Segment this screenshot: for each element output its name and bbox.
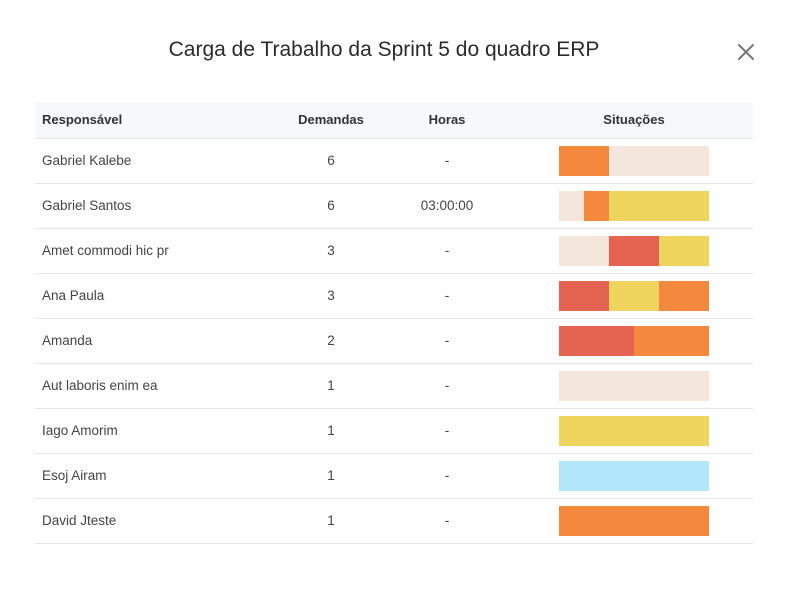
situacoes-cell (515, 273, 753, 319)
situacoes-cell (515, 408, 753, 454)
header-responsavel[interactable]: Responsável (35, 102, 283, 139)
demandas-cell: 1 (283, 498, 379, 544)
demandas-cell: 1 (283, 363, 379, 409)
horas-cell: - (379, 318, 515, 364)
status-segment-red (608, 235, 660, 266)
horas-cell: - (379, 498, 515, 544)
table-header-row: Responsável Demandas Horas Situações (35, 102, 753, 139)
status-segment-orange (659, 280, 709, 311)
responsavel-cell: Amet commodi hic pr (35, 228, 283, 274)
horas-cell: - (379, 273, 515, 319)
responsavel-cell: Ana Paula (35, 273, 283, 319)
status-bar[interactable] (559, 505, 709, 536)
close-icon (738, 44, 754, 60)
situacoes-cell (515, 183, 753, 229)
table-row[interactable]: Gabriel Kalebe 6- (35, 138, 753, 184)
status-bar[interactable] (559, 190, 709, 221)
workload-table: Responsável Demandas Horas Situações Gab… (35, 102, 753, 544)
status-segment-beige (559, 190, 585, 221)
status-segment-red (559, 280, 609, 311)
horas-cell: - (379, 228, 515, 274)
header-demandas[interactable]: Demandas (283, 102, 379, 139)
status-bar[interactable] (559, 460, 709, 491)
close-button[interactable] (734, 40, 758, 64)
demandas-cell: 2 (283, 318, 379, 364)
status-segment-blue (559, 460, 709, 491)
status-segment-yellow (659, 235, 709, 266)
table-row[interactable]: David Jteste 1- (35, 498, 753, 544)
table-row[interactable]: Amanda 2- (35, 318, 753, 364)
responsavel-cell: Iago Amorim (35, 408, 283, 454)
status-segment-orange (584, 190, 610, 221)
demandas-cell: 6 (283, 183, 379, 229)
responsavel-cell: Gabriel Kalebe (35, 138, 283, 184)
demandas-cell: 1 (283, 453, 379, 499)
situacoes-cell (515, 453, 753, 499)
status-segment-yellow (608, 280, 660, 311)
status-segment-orange (559, 505, 709, 536)
responsavel-cell: Amanda (35, 318, 283, 364)
status-segment-yellow (609, 190, 709, 221)
header-horas[interactable]: Horas (379, 102, 515, 139)
status-segment-beige (608, 145, 709, 176)
status-segment-orange (634, 325, 709, 356)
status-bar[interactable] (559, 235, 709, 266)
horas-cell: - (379, 363, 515, 409)
table-row[interactable]: Ana Paula 3- (35, 273, 753, 319)
horas-cell: - (379, 408, 515, 454)
table-row[interactable]: Aut laboris enim ea 1- (35, 363, 753, 409)
situacoes-cell (515, 318, 753, 364)
table-row[interactable]: Iago Amorim 1- (35, 408, 753, 454)
demandas-cell: 6 (283, 138, 379, 184)
status-bar[interactable] (559, 145, 709, 176)
status-bar[interactable] (559, 280, 709, 311)
demandas-cell: 3 (283, 273, 379, 319)
status-segment-beige (559, 235, 609, 266)
status-segment-beige (559, 370, 709, 401)
header-situacoes[interactable]: Situações (515, 102, 753, 139)
responsavel-cell: Esoj Airam (35, 453, 283, 499)
status-bar[interactable] (559, 325, 709, 356)
horas-cell: - (379, 138, 515, 184)
responsavel-cell: Aut laboris enim ea (35, 363, 283, 409)
table-body: Gabriel Kalebe 6- Gabriel Santos 6 03:00:00 A… (35, 138, 753, 544)
situacoes-cell (515, 138, 753, 184)
situacoes-cell (515, 498, 753, 544)
table-row[interactable]: Gabriel Santos 6 03:00:00 (35, 183, 753, 229)
status-bar[interactable] (559, 370, 709, 401)
table-row[interactable]: Esoj Airam 1- (35, 453, 753, 499)
table-row[interactable]: Amet commodi hic pr 3- (35, 228, 753, 274)
status-bar[interactable] (559, 415, 709, 446)
status-segment-red (559, 325, 634, 356)
demandas-cell: 1 (283, 408, 379, 454)
responsavel-cell: David Jteste (35, 498, 283, 544)
demandas-cell: 3 (283, 228, 379, 274)
status-segment-orange (559, 145, 609, 176)
modal-title: Carga de Trabalho da Sprint 5 do quadro … (168, 38, 600, 61)
situacoes-cell (515, 363, 753, 409)
status-segment-yellow (559, 415, 709, 446)
horas-cell: 03:00:00 (379, 183, 515, 229)
responsavel-cell: Gabriel Santos (35, 183, 283, 229)
horas-cell: - (379, 453, 515, 499)
situacoes-cell (515, 228, 753, 274)
